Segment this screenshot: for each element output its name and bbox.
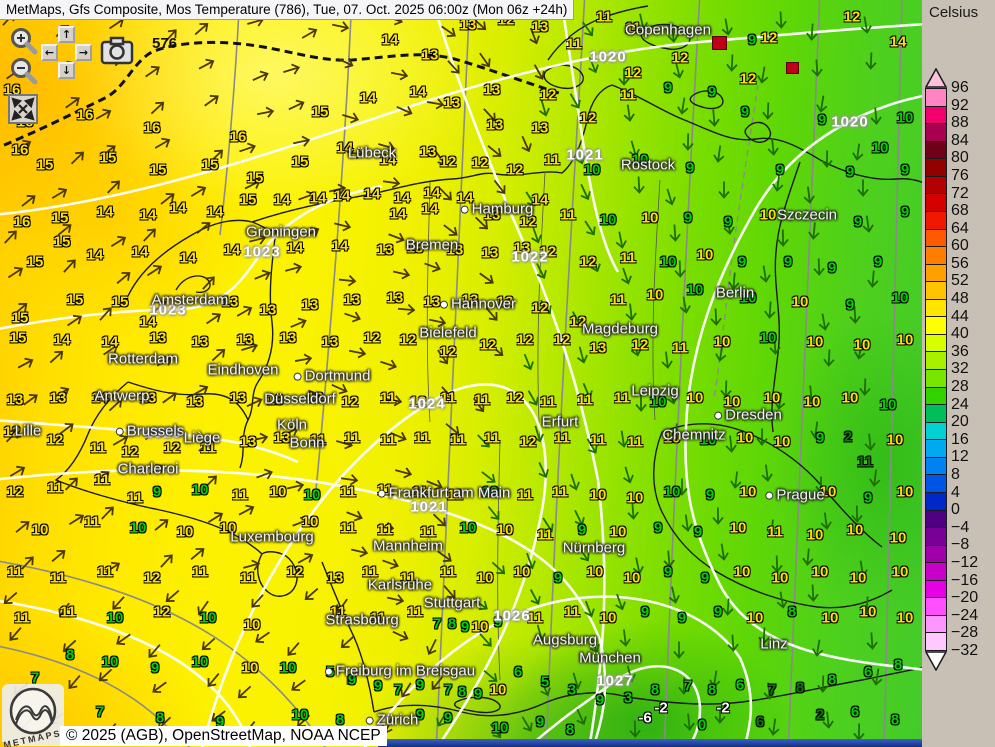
scale-color-box [926, 422, 946, 441]
scale-arrow-up-icon [925, 68, 948, 88]
scale-color-box [926, 141, 946, 160]
scale-tick-label: −24 [951, 606, 979, 624]
scale-tick-label: −32 [951, 641, 979, 659]
scale-color-box [926, 545, 946, 564]
isobars [0, 0, 922, 747]
scale-tick-label: 32 [951, 360, 969, 378]
scale-tick-label: 44 [951, 307, 969, 325]
scale-color-box [926, 580, 946, 599]
scale-color-box [926, 176, 946, 195]
gray-contours [0, 0, 903, 747]
map-linework [0, 0, 922, 747]
scale-color-box [926, 475, 946, 493]
weather-map[interactable]: 1312131111111291212141212131416161616161… [0, 0, 922, 747]
snapshot-button[interactable] [100, 36, 134, 71]
scale-color-box [926, 528, 946, 546]
scale-tick-label: 88 [951, 114, 969, 132]
scale-color-box [926, 194, 946, 212]
scale-tick-label: 52 [951, 272, 969, 290]
scale-tick-label: 24 [951, 395, 969, 413]
scale-color-box [926, 229, 946, 248]
scale-color-box [926, 211, 946, 230]
scale-tick-label: 56 [951, 254, 969, 272]
scale-color-box [926, 510, 946, 529]
pan-down-button[interactable]: ↓ [58, 62, 75, 79]
scale-unit-label: Celsius [929, 4, 979, 21]
thickness-contour [0, 40, 563, 149]
scale-tick-label: 92 [951, 96, 969, 114]
scale-color-box [926, 563, 946, 581]
scale-tick-label: 0 [951, 501, 960, 519]
scale-tick-label: 60 [951, 237, 969, 255]
metmaps-logo: METMAPS [2, 684, 64, 747]
country-borders [54, 5, 922, 717]
scale-color-box [926, 247, 946, 265]
pan-right-button[interactable]: → [75, 44, 92, 61]
scale-color-box [926, 159, 946, 177]
scale-color-box [926, 633, 946, 650]
scale-tick-label: 48 [951, 290, 969, 308]
scale-color-box [926, 106, 946, 125]
scale-tick-label: 80 [951, 149, 969, 167]
scale-tick-label: −20 [951, 589, 979, 607]
pan-left-button[interactable]: ← [41, 44, 58, 61]
magnifier-plus-icon [11, 28, 38, 55]
color-scale-panel: Celsius 96 92 88 84 80 76 72 68 64 60 56 52 48 44 40 36… [922, 0, 995, 747]
scale-tick-label: 20 [951, 413, 969, 431]
scale-color-box [926, 492, 946, 511]
scale-tick-label: −16 [951, 571, 979, 589]
fullscreen-icon [8, 94, 38, 124]
scale-color-box [926, 387, 946, 406]
scale-color-box [926, 370, 946, 388]
scale-color-box [926, 334, 946, 353]
camera-icon [100, 36, 134, 65]
scale-tick-label: 76 [951, 166, 969, 184]
scale-color-box [926, 352, 946, 370]
scale-color-box [926, 264, 946, 283]
scale-color-box [926, 440, 946, 458]
scale-color-box [926, 124, 946, 142]
scale-tick-label: 72 [951, 184, 969, 202]
scale-color-box [926, 457, 946, 476]
zoom-out-button[interactable] [9, 57, 39, 92]
scale-tick-label: 64 [951, 219, 969, 237]
scale-color-box [926, 615, 946, 634]
scale-color-box [926, 299, 946, 318]
scale-arrow-down-icon [925, 651, 948, 671]
pan-up-button[interactable]: ↑ [58, 26, 75, 43]
scale-color-box [926, 598, 946, 616]
scale-tick-label: −28 [951, 624, 979, 642]
zoom-in-button[interactable] [9, 27, 39, 62]
scale-color-box [926, 405, 946, 423]
scale-tick-label: −12 [951, 553, 979, 571]
scale-tick-label: 28 [951, 378, 969, 396]
scale-tick-label: 68 [951, 202, 969, 220]
scale-tick-label: 36 [951, 342, 969, 360]
scale-tick-label: −4 [951, 518, 970, 536]
scale-tick-label: 84 [951, 131, 969, 149]
scale-tick-label: 16 [951, 430, 969, 448]
thickness-value-label: 576 [152, 35, 178, 52]
scale-tick-label: 40 [951, 325, 969, 343]
scale-color-box [926, 89, 946, 107]
scale-tick-label: 8 [951, 465, 960, 483]
fullscreen-button[interactable] [8, 94, 38, 129]
scale-tick-label: 96 [951, 79, 969, 96]
bottom-navy-strip [378, 739, 922, 747]
state-borders [426, 171, 661, 681]
scale-tick-label: 4 [951, 483, 960, 501]
copyright-bar: © 2025 (AGB), OpenStreetMap, NOAA NCEP [60, 726, 387, 746]
scale-color-box [926, 282, 946, 300]
title-bar: MetMaps, Gfs Composite, Mos Temperature … [0, 0, 575, 20]
scale-tick-label: 12 [951, 448, 969, 466]
scale-color-box [926, 317, 946, 335]
magnifier-minus-icon [11, 58, 38, 85]
scale-tick-label: −8 [951, 536, 970, 554]
color-scale-bar [925, 88, 947, 651]
